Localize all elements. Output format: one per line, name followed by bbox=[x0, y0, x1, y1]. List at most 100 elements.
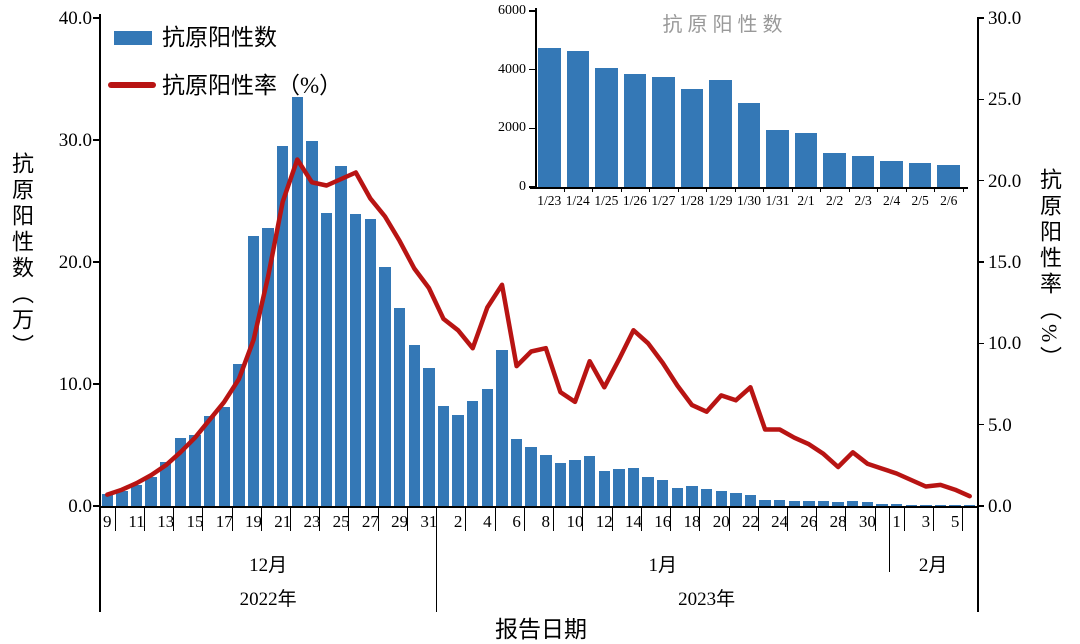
inset-x-tick-label: 2/3 bbox=[854, 193, 872, 208]
x-axis-day-tick bbox=[494, 506, 496, 531]
antigen-positive-bar bbox=[437, 405, 450, 506]
antigen-positive-bar bbox=[759, 500, 771, 506]
right-axis-tick bbox=[977, 179, 984, 182]
left-axis-tick bbox=[93, 505, 100, 507]
antigen-positive-bar bbox=[452, 414, 464, 506]
x-axis-day-label: 2 bbox=[453, 512, 463, 531]
inset-x-tick-label: 2/5 bbox=[911, 193, 929, 208]
inset-x-tick bbox=[763, 187, 765, 192]
inset-bar bbox=[709, 79, 732, 187]
antigen-positive-bar bbox=[671, 487, 684, 506]
legend-bar-label: 抗原阳性数 bbox=[162, 25, 277, 50]
inset-bar bbox=[766, 129, 789, 187]
antigen-positive-bar bbox=[306, 141, 318, 506]
antigen-positive-bar bbox=[510, 438, 523, 506]
antigen-positive-bar bbox=[130, 485, 143, 506]
x-axis-day-label: 13 bbox=[157, 512, 175, 531]
left-axis-tick bbox=[93, 17, 100, 19]
x-axis-day-label: 14 bbox=[625, 512, 642, 531]
x-axis-day-label: 19 bbox=[244, 512, 262, 531]
month-divider-line bbox=[436, 506, 438, 612]
inset-y-tick bbox=[529, 186, 535, 188]
x-axis-day-tick bbox=[114, 506, 116, 531]
antigen-positive-bar bbox=[773, 500, 786, 506]
right-axis-tick bbox=[977, 342, 984, 345]
x-axis-day-label: 15 bbox=[186, 512, 204, 531]
antigen-positive-bar bbox=[262, 227, 274, 506]
left-axis-tick-label: 0.0 bbox=[68, 496, 92, 517]
right-axis-tick bbox=[977, 261, 984, 263]
x-axis-line bbox=[100, 506, 978, 508]
x-axis-day-tick bbox=[173, 506, 175, 531]
legend-bar-swatch bbox=[114, 31, 152, 45]
antigen-positive-bar bbox=[145, 476, 157, 506]
antigen-positive-bar bbox=[525, 447, 537, 506]
antigen-positive-bar bbox=[832, 501, 844, 506]
left-axis-tick-label: 30.0 bbox=[58, 130, 92, 151]
inset-x-tick-label: 1/29 bbox=[708, 193, 733, 208]
x-axis-day-label: 1 bbox=[892, 512, 901, 531]
x-axis-year-label: 2023年 bbox=[678, 589, 736, 610]
x-axis-day-tick bbox=[670, 506, 672, 531]
inset-x-tick-label: 1/25 bbox=[594, 193, 619, 208]
right-axis-title: 抗原阳性率（%） bbox=[1037, 168, 1062, 373]
right-axis-tick bbox=[977, 98, 984, 101]
inset-x-tick bbox=[592, 187, 594, 192]
inset-bar bbox=[652, 77, 675, 187]
x-axis-day-tick bbox=[523, 506, 525, 531]
inset-x-tick bbox=[734, 187, 736, 192]
antigen-positive-bar bbox=[730, 492, 742, 506]
antigen-positive-bar bbox=[803, 501, 815, 506]
right-axis-tick-label: 25.0 bbox=[988, 89, 1022, 111]
antigen-positive-bar bbox=[481, 388, 494, 506]
antigen-positive-bar bbox=[715, 491, 727, 506]
inset-y-axis-line bbox=[535, 8, 537, 187]
inset-y-tick-label: 4000 bbox=[498, 61, 526, 77]
x-axis-day-label: 25 bbox=[332, 512, 350, 531]
x-axis-day-label: 17 bbox=[215, 512, 233, 531]
inset-y-tick bbox=[529, 127, 535, 130]
antigen-positive-bar bbox=[890, 503, 903, 506]
antigen-positive-bar bbox=[335, 165, 347, 506]
x-axis-day-tick bbox=[465, 506, 467, 531]
inset-x-tick bbox=[963, 187, 964, 192]
inset-x-tick-label: 1/31 bbox=[765, 193, 790, 208]
antigen-positive-bar bbox=[189, 435, 201, 506]
x-axis-day-tick bbox=[377, 506, 379, 531]
inset-bar bbox=[880, 160, 903, 187]
antigen-positive-bar bbox=[700, 488, 713, 506]
inset-x-tick bbox=[706, 187, 708, 192]
antigen-positive-bar bbox=[496, 349, 508, 506]
inset-x-tick-label: 1/30 bbox=[736, 193, 761, 208]
x-axis-day-label: 5 bbox=[950, 512, 960, 531]
antigen-positive-bar bbox=[277, 146, 289, 506]
right-axis-tick bbox=[977, 423, 984, 426]
inset-title: 抗原阳性数 bbox=[662, 14, 788, 36]
inset-x-tick-label: 1/24 bbox=[565, 193, 590, 208]
x-axis-day-label: 23 bbox=[303, 512, 321, 531]
right-axis-tick-label: 0.0 bbox=[988, 496, 1012, 517]
right-axis-tick-label: 15.0 bbox=[988, 252, 1022, 273]
x-axis-day-label: 27 bbox=[361, 512, 379, 531]
antigen-positive-bar bbox=[642, 476, 654, 506]
right-axis-tick bbox=[977, 505, 984, 507]
x-axis-day-tick bbox=[757, 506, 759, 531]
x-axis-day-tick bbox=[290, 506, 292, 531]
antigen-positive-bar bbox=[963, 505, 976, 506]
antigen-positive-bar bbox=[203, 415, 216, 506]
antigen-positive-bar bbox=[847, 501, 859, 506]
inset-x-tick bbox=[934, 187, 936, 192]
x-axis-day-tick bbox=[319, 506, 321, 531]
inset-bar bbox=[908, 162, 932, 187]
left-axis-tick bbox=[93, 383, 100, 385]
x-axis-day-label: 20 bbox=[712, 512, 730, 531]
x-axis-day-label: 24 bbox=[771, 512, 789, 531]
x-axis-day-tick bbox=[143, 506, 145, 531]
antigen-positive-bar bbox=[934, 504, 947, 506]
inset-x-tick-label: 1/27 bbox=[651, 193, 676, 208]
right-axis-tick-label: 10.0 bbox=[988, 333, 1022, 355]
legend-line-swatch bbox=[108, 82, 156, 88]
inset-bar bbox=[794, 132, 818, 187]
inset-bar bbox=[538, 47, 561, 187]
